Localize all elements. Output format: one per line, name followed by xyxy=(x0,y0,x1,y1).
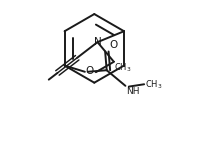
Text: N: N xyxy=(94,37,101,47)
Text: O: O xyxy=(85,66,93,77)
Text: NH: NH xyxy=(126,87,140,96)
Text: CH$_3$: CH$_3$ xyxy=(114,62,131,74)
Text: O: O xyxy=(110,40,118,50)
Text: CH$_3$: CH$_3$ xyxy=(145,78,162,90)
